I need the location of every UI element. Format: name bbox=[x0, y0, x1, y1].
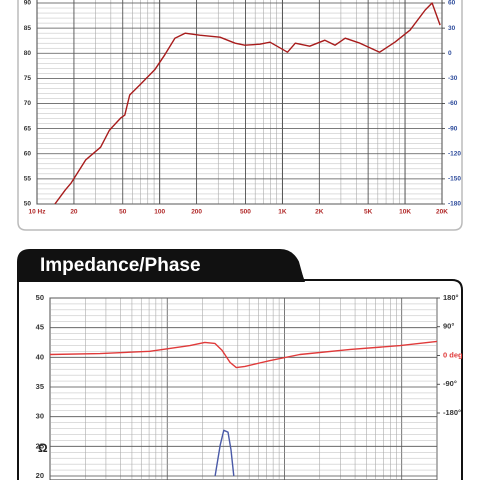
y2-tick-label: -180° bbox=[443, 408, 461, 417]
y-tick-label: 80 bbox=[24, 50, 32, 57]
y-tick-label: 55 bbox=[24, 176, 32, 183]
y2-tick-label: 90° bbox=[443, 322, 454, 331]
y-tick-label: 75 bbox=[24, 75, 32, 82]
y-tick-label: 85 bbox=[24, 25, 32, 32]
y-tick-label: 60 bbox=[24, 150, 32, 157]
x-tick-label: 50 bbox=[119, 209, 127, 216]
top-frame bbox=[17, 0, 463, 231]
y-tick-label: 90 bbox=[24, 0, 32, 7]
y-tick-label: 65 bbox=[24, 125, 32, 132]
x-tick-label: 1K bbox=[278, 209, 287, 216]
y-tick-label: 20 bbox=[36, 471, 44, 480]
x-tick-label: 500 bbox=[240, 209, 251, 216]
y2-tick-label: 180° bbox=[443, 293, 459, 302]
y2-tick-label: 0 bbox=[448, 50, 452, 57]
y2-tick-label: 30 bbox=[448, 25, 456, 32]
header-tab bbox=[18, 250, 305, 282]
x-tick-label: 10K bbox=[399, 209, 411, 216]
y-tick-label: 70 bbox=[24, 100, 32, 107]
y2-tick-label: -150 bbox=[448, 176, 461, 183]
x-tick-label: 200 bbox=[191, 209, 202, 216]
y2-tick-label: -120 bbox=[448, 150, 461, 157]
x-tick-label: 10 Hz bbox=[29, 209, 47, 216]
series-line bbox=[50, 340, 437, 369]
plot-area bbox=[49, 297, 438, 480]
series-line bbox=[214, 429, 235, 477]
y2-tick-label: -60 bbox=[448, 100, 458, 107]
y-tick-label: 45 bbox=[36, 323, 44, 332]
y-tick-label: 30 bbox=[36, 412, 44, 421]
y2-tick-label: -90° bbox=[443, 379, 457, 388]
y2-tick-label: -90 bbox=[448, 125, 458, 132]
y-tick-label: 25 bbox=[36, 441, 44, 450]
x-tick-label: 5K bbox=[364, 209, 373, 216]
plot-series bbox=[54, 2, 441, 204]
x-tick-label: 2K bbox=[315, 209, 324, 216]
plot-area bbox=[36, 0, 443, 205]
x-tick-label: 20K bbox=[436, 209, 448, 216]
y-tick-label: 50 bbox=[36, 293, 44, 302]
y-tick-label: 40 bbox=[36, 352, 44, 361]
y2-tick-label: 0 deg bbox=[443, 350, 463, 359]
series-line bbox=[54, 2, 441, 204]
y-tick-label: 35 bbox=[36, 382, 44, 391]
y2-tick-label: -180 bbox=[448, 201, 461, 208]
y2-tick-label: -30 bbox=[448, 75, 458, 82]
y2-tick-label: 60 bbox=[448, 0, 456, 7]
x-tick-label: 20 bbox=[70, 209, 78, 216]
y-axis-label: Ω bbox=[38, 441, 48, 455]
section-title: Impedance/Phase bbox=[40, 255, 201, 276]
y-tick-label: 50 bbox=[24, 201, 32, 208]
x-tick-label: 100 bbox=[154, 209, 165, 216]
plot-series bbox=[50, 340, 437, 477]
